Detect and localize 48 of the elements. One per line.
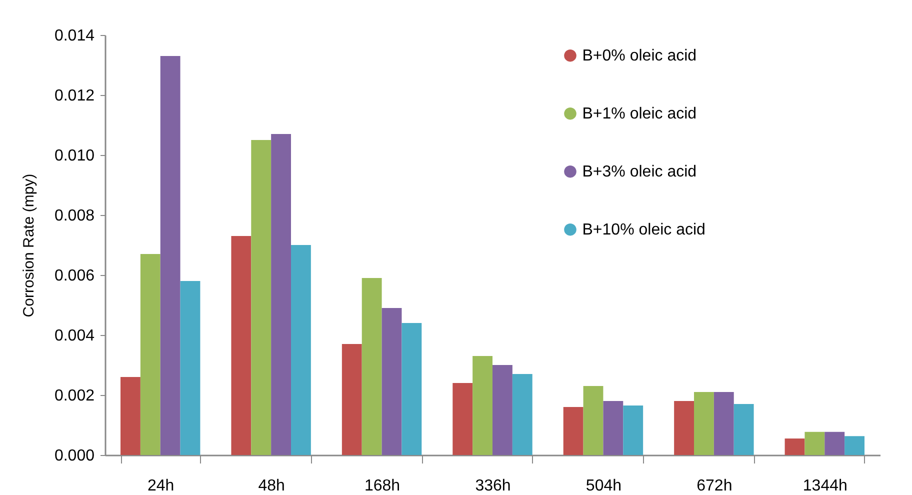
bar (694, 392, 714, 455)
y-axis-title: Corrosion Rate (mpy) (20, 174, 38, 318)
y-tick-label: 0.000 (54, 448, 95, 464)
bar (784, 438, 805, 455)
legend-label: B+0% oleic acid (582, 48, 697, 65)
bar (824, 432, 845, 455)
x-tick-label: 1344h (802, 478, 848, 494)
bar (231, 236, 252, 455)
y-tick-label: 0.010 (54, 148, 95, 164)
bar (362, 278, 382, 455)
x-tick-label: 24h (148, 478, 174, 494)
bar (844, 436, 864, 455)
x-tick-label: 168h (364, 478, 400, 494)
y-tick-label: 0.012 (54, 88, 95, 104)
bar (251, 140, 272, 455)
y-tick-label: 0.008 (54, 208, 95, 224)
bar (120, 377, 140, 455)
x-tick-label: 672h (696, 478, 732, 494)
bar (623, 406, 644, 455)
bar (291, 245, 311, 455)
bar (734, 404, 754, 455)
bar (342, 344, 362, 455)
bar (563, 407, 584, 455)
bar (140, 254, 160, 455)
legend-label: B+3% oleic acid (582, 164, 697, 181)
bar (180, 281, 200, 455)
y-tick-label: 0.004 (54, 328, 95, 344)
bar (804, 432, 825, 455)
bar (512, 374, 532, 455)
bar (583, 386, 604, 455)
x-tick-label: 336h (475, 478, 511, 494)
bar (271, 134, 291, 455)
y-tick-label: 0.006 (54, 268, 95, 284)
bar (452, 383, 473, 455)
x-tick-label: 48h (258, 478, 285, 494)
legend-label: B+1% oleic acid (582, 106, 697, 123)
x-tick-label: 504h (586, 478, 622, 494)
y-tick-label: 0.002 (54, 388, 95, 404)
bar (160, 56, 180, 455)
bar (714, 392, 734, 455)
bar (382, 308, 402, 455)
bar (492, 365, 512, 455)
legend-label: B+10% oleic acid (582, 222, 706, 239)
bar (472, 356, 492, 455)
bar (674, 401, 694, 455)
bar (603, 401, 624, 455)
y-tick-label: 0.014 (54, 28, 95, 44)
bar (402, 323, 422, 455)
